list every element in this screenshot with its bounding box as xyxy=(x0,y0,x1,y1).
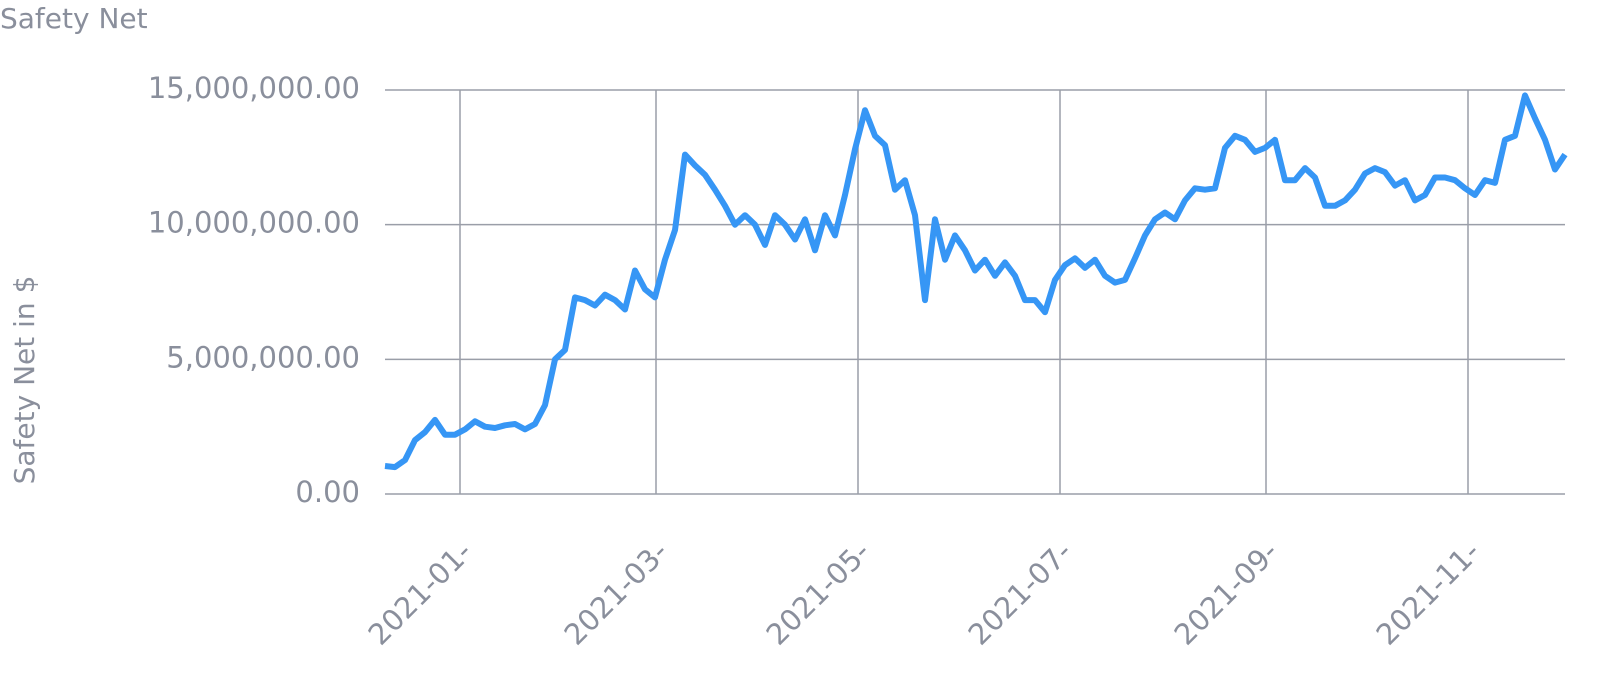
x-tick-label: 2021-07- xyxy=(961,535,1078,652)
x-tick-label: 2021-01- xyxy=(361,535,478,652)
x-tick-label: 2021-09- xyxy=(1167,535,1284,652)
x-tick-label: 2021-05- xyxy=(759,535,876,652)
x-tick-label: 2021-03- xyxy=(557,535,674,652)
y-tick-label: 10,000,000.00 xyxy=(148,206,360,240)
line-series xyxy=(384,92,1568,471)
chart-title: Safety Net xyxy=(0,2,148,35)
y-tick-label: 0.00 xyxy=(295,475,360,509)
y-axis-label: Safety Net in $ xyxy=(8,276,41,485)
y-tick-label: 5,000,000.00 xyxy=(166,340,360,374)
x-tick-label: 2021-11- xyxy=(1369,535,1486,652)
y-tick-label: 15,000,000.00 xyxy=(148,71,360,105)
